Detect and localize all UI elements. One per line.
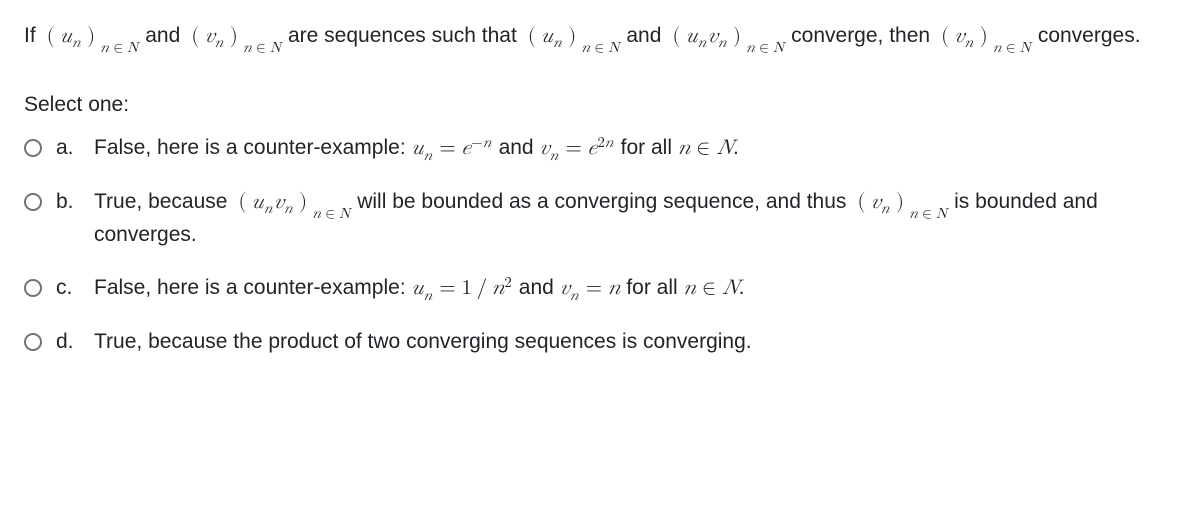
math-un-eq: un=1/n2 [411,277,512,301]
math-vn-eq: vn=e2n [539,137,614,160]
option-text: for all [626,276,683,299]
question-container: If (un)n∈N and (vn)n∈N are sequences suc… [0,0,1200,519]
option-text: False, here is a counter-example: [94,276,411,299]
stem-text: are sequences such that [288,24,523,47]
math-n-in-N: n∈N [678,139,733,155]
option-text: for all [621,136,678,159]
option-text: . [739,276,745,299]
math-n-in-N: n∈N [684,279,739,295]
option-body: True, because (unvn)n∈N will be bounded … [94,186,1176,250]
option-body: False, here is a counter-example: un=1/n… [94,272,1176,304]
option-text: and [519,276,560,299]
stem-text: and [145,24,186,47]
radio-a[interactable] [24,139,42,157]
option-letter: b. [56,186,80,218]
option-text: True, because [94,190,233,213]
radio-b[interactable] [24,193,42,211]
math-unvn-seq: (unvn)n∈N [233,192,351,219]
math-un-eq: un=e−n [411,140,492,160]
math-vn-seq: (vn)n∈N [186,26,282,53]
option-letter: a. [56,132,80,164]
option-b[interactable]: b. True, because (unvn)n∈N will be bound… [24,186,1176,250]
math-vn-eq: vn=n [560,284,621,299]
option-text: and [499,136,540,159]
stem-text: If [24,24,42,47]
stem-text: converges. [1038,24,1141,47]
math-vn-seq: (vn)n∈N [852,192,948,219]
option-a[interactable]: a. False, here is a counter-example: un=… [24,132,1176,164]
radio-c[interactable] [24,279,42,297]
stem-text: and [626,24,667,47]
question-stem: If (un)n∈N and (vn)n∈N are sequences suc… [24,20,1176,53]
option-text: will be bounded as a converging sequence… [357,190,852,213]
option-text: False, here is a counter-example: [94,136,411,159]
option-text: . [733,136,739,159]
option-c[interactable]: c. False, here is a counter-example: un=… [24,272,1176,304]
option-body: False, here is a counter-example: un=e−n… [94,132,1176,164]
option-body: True, because the product of two converg… [94,326,1176,358]
option-letter: c. [56,272,80,304]
select-one-label: Select one: [24,89,1176,121]
math-unvn-seq: (unvn)n∈N [667,26,785,53]
stem-text: converge, then [791,24,936,47]
options-group: a. False, here is a counter-example: un=… [24,132,1176,357]
math-un-seq: (un)n∈N [42,26,140,53]
math-vn-seq: (vn)n∈N [936,26,1032,53]
math-un-seq: (un)n∈N [523,26,621,53]
option-text: True, because the product of two converg… [94,330,752,353]
option-d[interactable]: d. True, because the product of two conv… [24,326,1176,358]
radio-d[interactable] [24,333,42,351]
option-letter: d. [56,326,80,358]
